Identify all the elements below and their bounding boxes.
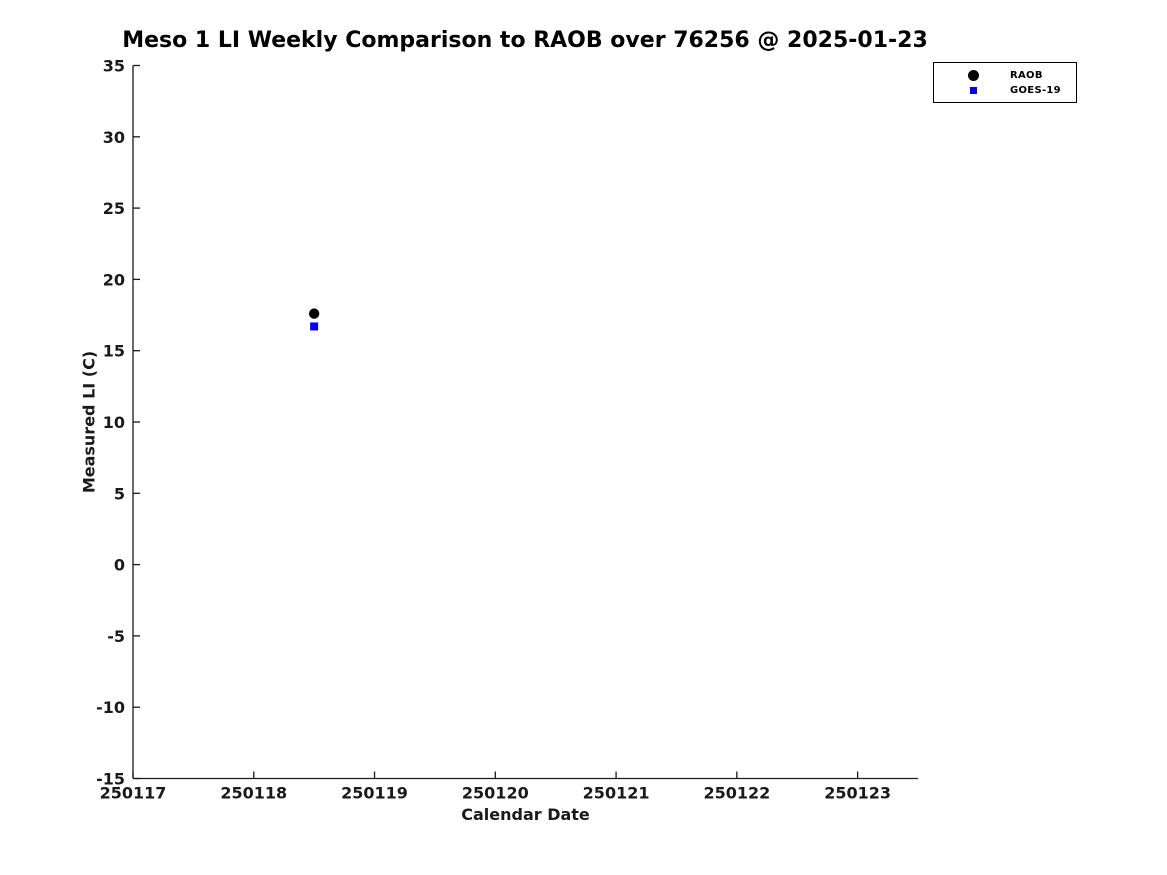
legend-marker-cell [966,86,980,94]
y-tick-label: -15 [96,770,125,789]
y-tick-label: 15 [103,342,125,361]
x-axis-label: Calendar Date [461,805,590,824]
legend-item-goes19: GOES-19 [934,83,1076,98]
x-tick-label: 250121 [583,784,650,803]
y-tick-label: -5 [107,627,125,646]
y-tick-label: 0 [114,556,125,575]
x-tick-label: 250122 [703,784,770,803]
data-point-raob [308,308,320,319]
y-tick-label: -10 [96,698,125,717]
legend-marker-cell [966,69,980,81]
y-tick-label: 5 [114,484,125,503]
chart-title: Meso 1 LI Weekly Comparison to RAOB over… [122,28,928,53]
raob-circle-marker-icon [967,69,979,81]
y-tick-label: 30 [103,128,125,147]
legend-label-raob: RAOB [1010,69,1043,81]
y-tick-label: 35 [103,57,125,76]
y-tick-label: 10 [103,413,125,432]
data-point-goes-19 [310,322,319,331]
x-tick-label: 250118 [220,784,287,803]
x-tick-label: 250120 [462,784,529,803]
y-tick-label: 25 [103,199,125,218]
legend-item-raob: RAOB [934,68,1076,83]
legend-label-goes19: GOES-19 [1010,84,1061,96]
x-tick-label: 250123 [824,784,891,803]
x-tick-label: 250117 [100,784,167,803]
x-tick-label: 250119 [341,784,408,803]
legend: RAOB GOES-19 [933,62,1077,103]
goes19-square-marker-icon [969,86,977,94]
y-tick-label: 20 [103,270,125,289]
